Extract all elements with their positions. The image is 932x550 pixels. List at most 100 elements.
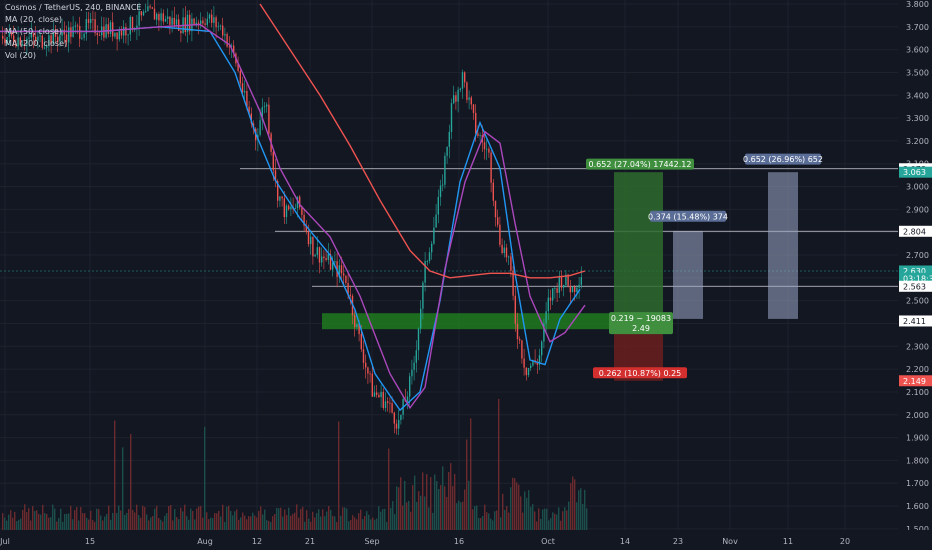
candle-body [107,24,109,34]
candle-body [180,30,182,34]
candle-body [470,97,472,105]
candle-body [114,32,116,37]
volume-bar [2,513,4,530]
volume-bar [462,501,464,530]
volume-bar [60,508,62,530]
price-tick-16: 2.200 [906,365,929,374]
volume-bar [412,485,414,530]
candle-body [321,256,323,263]
volume-bar [540,518,542,530]
volume-bar [322,509,324,530]
time-tick-9: 23 [673,537,683,546]
volume-bar [258,510,260,530]
candle-body [307,231,310,245]
volume-bar [326,511,328,530]
candle-body [395,423,398,429]
candle-body [365,362,367,368]
volume-bar [84,513,86,530]
candle-body [439,185,442,197]
volume-bar [562,511,564,530]
volume-bar [92,520,94,530]
volume-bar [390,507,392,530]
volume-bar [434,474,436,530]
volume-bar [240,517,242,530]
candle-body [305,225,307,232]
candle-body [59,35,61,42]
candle-body [68,27,70,43]
candle-body [554,288,556,290]
candle-body [224,34,226,36]
time-tick-3: 12 [252,537,262,546]
volume-bar [530,506,532,530]
legend-ma20[interactable]: MA (20, close) [5,15,63,24]
volume-bar [310,521,312,530]
volume-bar [168,506,170,530]
time-tick-0: Jul [0,537,10,546]
volume-bar [114,420,116,530]
volume-bar [526,497,528,530]
volume-bar [320,516,322,530]
candle-body [576,287,578,293]
volume-bar [392,501,394,530]
candle-body [28,37,30,39]
candle-body [543,323,545,342]
volume-bar [250,516,252,530]
candle-body [411,369,413,377]
volume-bar [22,509,24,530]
legend-symbol-title[interactable]: Cosmos / TetherUS, 240, BINANCE [5,3,142,12]
volume-bar [308,518,310,530]
volume-bar [248,516,250,530]
volume-bar [314,517,316,530]
volume-bar [372,517,374,530]
volume-bar [238,519,240,530]
candle-body [398,419,400,429]
volume-bar [550,518,552,530]
time-axis[interactable]: Jul 15 Aug 12 21 Sep 16 Oct 14 23 Nov 11 20 [0,530,932,550]
candle-body [420,308,422,329]
candle-body [521,340,523,359]
candle-body [272,151,274,171]
legend-vol[interactable]: Vol (20) [5,51,36,60]
candle-body [228,46,230,48]
candle-body [369,373,371,375]
candle-body [514,295,516,324]
candle-body [57,36,59,42]
candle-body [354,315,356,328]
candle-body [358,323,360,335]
legend-ma200[interactable]: MA (200, close) [5,39,68,48]
projection-label-0: 0.374 (15.48%) 374 [648,212,728,221]
volume-bar [404,480,406,530]
candle-body [21,44,24,46]
volume-bar [528,490,530,530]
candle-body [162,13,164,22]
volume-bar [74,510,76,530]
price-axis[interactable]: 3.8003.7003.6003.5003.4003.3003.2003.100… [898,0,932,550]
volume-bar [146,514,148,530]
volume-bar [166,513,168,530]
volume-bar [256,517,258,530]
volume-bar [580,488,582,530]
candle-body [140,11,142,16]
candle-body [338,265,340,277]
candle-body [76,25,79,27]
volume-bar [122,447,124,530]
volume-bar [478,517,480,530]
volume-bar [144,507,146,530]
volume-bar [246,519,248,530]
legend-ma50[interactable]: MA (50, close) [5,27,63,36]
volume-bar [488,513,490,530]
candle-body [563,284,565,288]
candle-body [261,107,263,121]
volume-bar [182,511,184,530]
volume-bar [560,520,562,530]
candle-body [136,25,138,30]
candle-body [512,270,514,296]
candle-body [96,33,98,35]
volume-bar [360,509,362,530]
volume-bar [394,514,396,530]
volume-bar [232,515,234,530]
volume-bar [280,507,282,530]
candle-body [125,27,127,36]
volume-bar [512,477,514,530]
